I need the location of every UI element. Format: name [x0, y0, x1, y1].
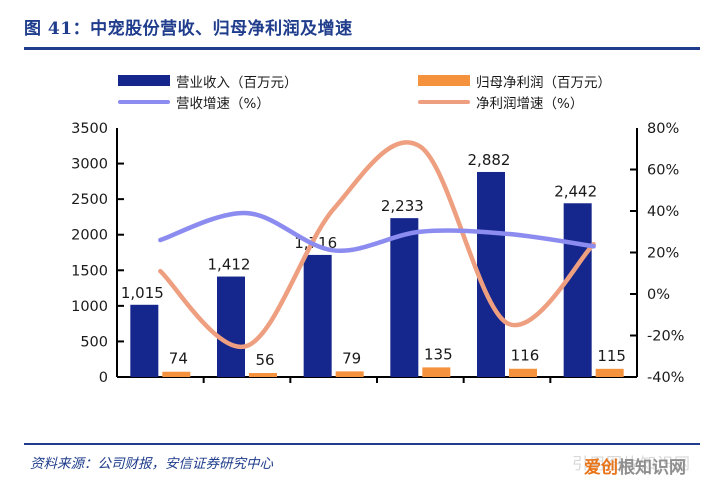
page-title: 图 41：中宠股份营收、归母净利润及增速 [24, 19, 353, 39]
bar-net-profit-label: 56 [255, 351, 274, 369]
bar-net-profit [422, 367, 451, 377]
bar-revenue-label: 1,015 [121, 284, 164, 302]
watermark-front-b: 根知识网 [618, 458, 686, 478]
right-axis-tick-label: 80% [647, 121, 679, 137]
watermark-front-text: 爱创根知识网 [584, 453, 686, 478]
right-axis-tick-label: 0% [647, 287, 670, 303]
bar-revenue-label: 2,882 [468, 151, 511, 169]
left-axis-tick-label: 3000 [71, 157, 108, 173]
left-axis-tick-label: 2500 [71, 192, 108, 208]
legend-swatch-line-icon [418, 99, 470, 104]
bar-revenue [563, 203, 592, 377]
watermark-front-a: 爱创 [584, 458, 618, 478]
bar-net-profit-label: 116 [511, 347, 540, 365]
watermark: 引用图片知识网 爱创根知识网 [572, 452, 722, 478]
bar-net-profit-label: 79 [342, 349, 361, 367]
left-axis-tick-label: 500 [80, 334, 108, 350]
legend-swatch-bar-icon [118, 75, 170, 86]
bar-revenue-label: 2,442 [554, 182, 597, 200]
right-axis-tick-label: -40% [647, 370, 684, 386]
bar-revenue [477, 171, 505, 377]
bar-revenue [303, 254, 332, 377]
left-axis-tick-label: 0 [99, 370, 108, 386]
bar-revenue [217, 276, 245, 377]
figure-title-block: 图 41：中宠股份营收、归母净利润及增速 [24, 14, 699, 39]
bar-net-profit [249, 373, 277, 377]
bar-net-profit [595, 368, 624, 377]
legend-label-net-profit: 归母净利润（百万元） [476, 74, 611, 91]
legend-swatch-line-icon [118, 99, 170, 104]
bar-net-profit [335, 371, 364, 377]
legend-item-profit-growth: 净利润增速（%） [418, 92, 583, 112]
bar-revenue-label: 1,412 [208, 256, 251, 274]
right-axis-tick-label: 40% [647, 204, 679, 220]
legend-row-2: 营收增速（%） 净利润增速（%） [118, 91, 678, 112]
bar-net-profit [162, 371, 191, 377]
line-revenue-growth [158, 210, 596, 253]
bar-revenue-label: 2,233 [381, 197, 424, 215]
right-axis-tick-label: 20% [647, 246, 679, 262]
bar-net-profit-label: 135 [424, 345, 453, 363]
chart-legend: 营业收入（百万元） 归母净利润（百万元） 营收增速（%） 净利润增速（%） [118, 70, 678, 114]
chart-canvas: 3500 3000 2500 2000 1500 1000 500 0 80% 60% 40% 20%… [71, 121, 684, 386]
left-axis-tick-label: 2000 [71, 228, 108, 244]
right-axis-tick-label: -20% [647, 329, 684, 345]
legend-item-revenue: 营业收入（百万元） [118, 71, 418, 91]
watermark-ghost-text: 引用图片知识网 [572, 454, 692, 473]
line-profit-growth [158, 140, 596, 350]
legend-row-1: 营业收入（百万元） 归母净利润（百万元） [118, 70, 678, 91]
legend-label-revenue-growth: 营收增速（%） [176, 95, 270, 112]
bar-net-profit-label: 74 [169, 350, 188, 368]
legend-label-revenue: 营业收入（百万元） [176, 74, 298, 91]
legend-label-profit-growth: 净利润增速（%） [476, 95, 584, 112]
bar-net-profit-label: 115 [597, 347, 626, 365]
left-axis-tick-label: 3500 [71, 121, 108, 137]
bar-revenue [390, 218, 419, 377]
left-axis-tick-label: 1000 [71, 299, 108, 315]
left-axis-tick-label: 1500 [71, 263, 108, 279]
legend-item-net-profit: 归母净利润（百万元） [418, 71, 611, 91]
source-note: 资料来源：公司财报，安信证券研究中心 [30, 456, 273, 472]
bar-net-profit [509, 368, 537, 377]
footer-divider [24, 443, 700, 445]
legend-swatch-bar-icon [418, 75, 470, 86]
bar-revenue [130, 304, 159, 377]
plot-area: 3500 3000 2500 2000 1500 1000 500 0 80% 60% 40% 20%… [0, 118, 723, 388]
legend-item-revenue-growth: 营收增速（%） [118, 92, 418, 112]
right-axis-tick-label: 60% [647, 163, 679, 179]
title-divider [24, 47, 700, 50]
